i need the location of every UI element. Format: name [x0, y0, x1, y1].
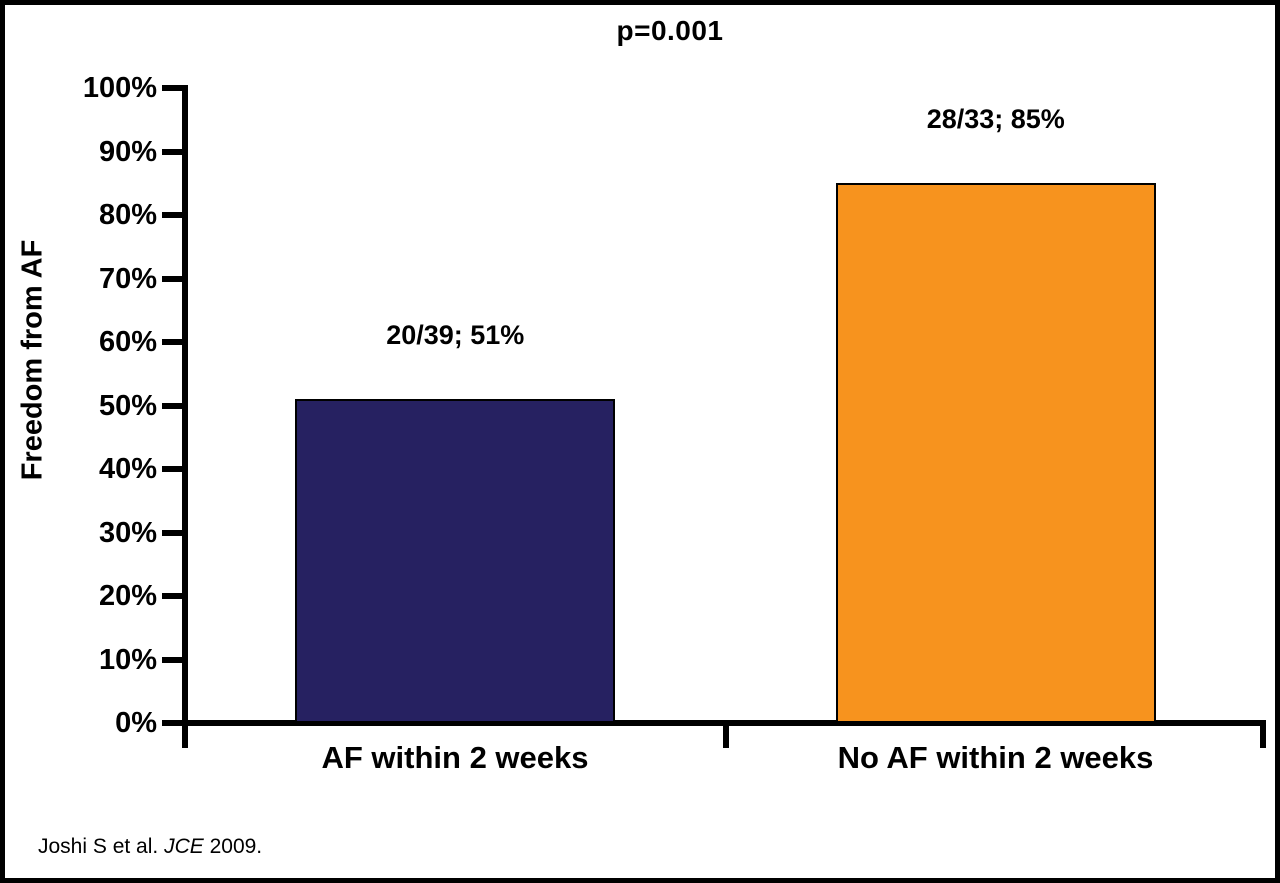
y-tick-label: 100%	[82, 72, 157, 104]
y-tick-mark	[162, 339, 182, 345]
x-axis-line	[182, 720, 1266, 726]
y-tick-label: 30%	[98, 516, 157, 549]
y-tick-label: 40%	[98, 453, 157, 485]
y-tick-mark	[162, 402, 182, 409]
bar-value-label: 20/39; 51%	[386, 320, 525, 351]
bar-value-label: 28/33; 85%	[926, 104, 1065, 135]
y-tick-label: 10%	[98, 643, 157, 676]
y-tick-mark	[162, 593, 182, 599]
citation: Joshi S et al. JCE 2009.	[38, 835, 262, 859]
y-tick-label: 60%	[98, 326, 157, 358]
y-tick-mark	[162, 656, 182, 663]
x-axis-divider-tick	[722, 726, 729, 748]
y-tick-mark	[162, 85, 182, 91]
y-tick-label: 80%	[98, 199, 157, 231]
y-tick-label: 20%	[98, 580, 157, 612]
citation-authors: Joshi S et al.	[38, 835, 165, 858]
x-category-label: AF within 2 weeks	[321, 740, 589, 775]
y-tick-mark	[162, 466, 182, 472]
y-tick-mark	[162, 148, 182, 155]
y-tick-mark	[162, 275, 182, 282]
citation-journal: JCE	[164, 835, 204, 858]
x-axis-end-tick	[1260, 726, 1266, 748]
bar	[295, 399, 616, 723]
p-value-annotation: p=0.001	[616, 15, 724, 46]
y-tick-label: 70%	[98, 262, 157, 295]
x-category-label: No AF within 2 weeks	[837, 740, 1154, 775]
citation-year: 2009.	[203, 835, 263, 858]
y-tick-label: 50%	[98, 389, 157, 422]
y-tick-label: 0%	[115, 707, 157, 739]
y-tick-label: 90%	[98, 135, 157, 168]
y-tick-mark	[162, 212, 182, 218]
y-tick-mark	[162, 720, 182, 726]
bar	[835, 183, 1156, 723]
y-tick-mark	[162, 529, 182, 536]
y-axis-line	[182, 85, 188, 748]
